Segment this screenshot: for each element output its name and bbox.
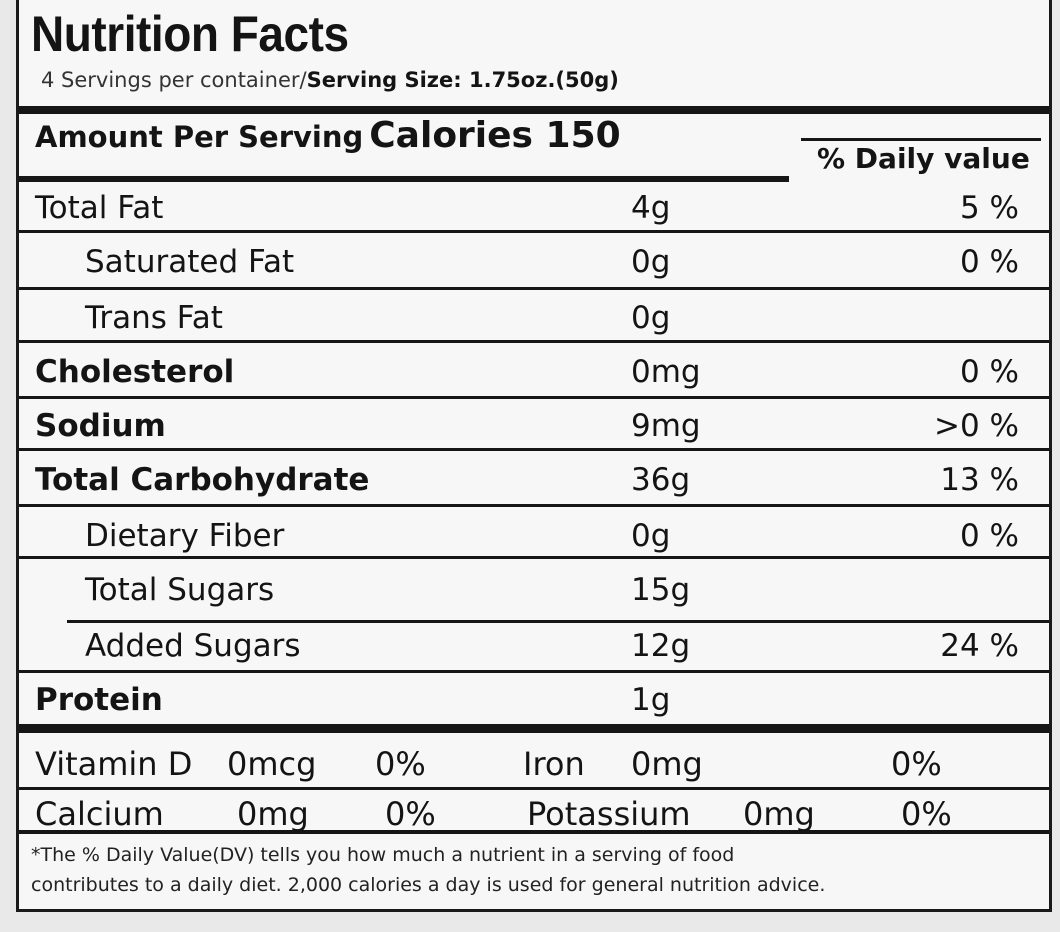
vitamin-name: Vitamin D [35,745,193,783]
divider-thick [19,106,1049,114]
serving-size: Serving Size: 1.75oz.(50g) [306,68,619,92]
row-divider [67,620,1049,623]
row-divider [19,230,1049,233]
row-divider [19,396,1049,399]
footnote-line-2: contributes to a daily diet. 2,000 calor… [31,874,826,896]
row-divider [19,448,1049,451]
nutrient-name: Total Sugars [85,572,275,608]
nutrient-dv: 0 % [959,354,1019,390]
nutrient-name: Trans Fat [85,300,223,336]
nutrient-dv: 0 % [959,518,1019,554]
nutrient-dv: >0 % [933,408,1019,444]
nutrient-amount: 0g [631,244,671,280]
nutrient-amount: 4g [631,190,671,226]
vitamin-name: Potassium [527,795,691,833]
calories-value: Calories 150 [369,115,621,156]
nutrient-dv: 13 % [940,462,1019,498]
vitamin-dv: 0% [385,795,436,833]
nutrient-name: Total Carbohydrate [35,462,370,498]
vitamin-amount: 0mg [743,795,815,833]
amount-per-serving-label: Amount Per Serving [35,120,364,154]
nutrient-amount: 0g [631,518,671,554]
nutrition-label: Nutrition Facts 4 Servings per container… [16,0,1052,912]
amount-per-serving: Amount Per Serving Calories 150 [35,118,621,155]
nutrient-name: Cholesterol [35,354,235,390]
vitamin-amount: 0mcg [227,745,317,783]
nutrient-name: Saturated Fat [85,244,295,280]
vitamin-dv: 0% [901,795,952,833]
nutrient-name: Added Sugars [85,628,301,664]
nutrient-dv: 5 % [959,190,1019,226]
vitamin-amount: 0mg [237,795,309,833]
vitamin-dv: 0% [375,745,426,783]
row-divider [19,504,1049,507]
vitamin-name: Iron [523,745,585,783]
nutrient-dv: 0 % [959,244,1019,280]
vitamin-amount: 0mg [631,745,703,783]
footnote: *The % Daily Value(DV) tells you how muc… [31,840,825,900]
daily-value-header: % Daily value [801,138,1041,177]
row-divider [19,340,1049,343]
nutrient-amount: 15g [631,572,691,608]
footnote-line-1: *The % Daily Value(DV) tells you how muc… [31,844,735,866]
nutrient-name: Protein [35,682,163,718]
vitamin-name: Calcium [35,795,164,833]
serving-info: 4 Servings per container/Serving Size: 1… [41,66,619,94]
nutrient-name: Total Fat [35,190,164,226]
divider-footnote [19,830,1049,834]
divider-calories [19,176,789,182]
nutrient-amount: 12g [631,628,691,664]
nutrient-amount: 9mg [631,408,701,444]
nutrient-amount: 0mg [631,354,701,390]
row-divider [19,670,1049,673]
nutrient-dv: 24 % [940,628,1019,664]
row-divider [19,287,1049,290]
servings-per-container: 4 Servings per container/ [41,68,307,92]
label-title: Nutrition Facts [31,6,349,62]
row-divider [19,556,1049,559]
vitamin-dv: 0% [891,745,942,783]
nutrient-name: Sodium [35,408,166,444]
row-divider [19,787,1049,790]
nutrient-amount: 0g [631,300,671,336]
nutrient-amount: 1g [631,682,671,718]
nutrient-name: Dietary Fiber [85,518,285,554]
divider-thick [19,724,1049,733]
nutrient-amount: 36g [631,462,691,498]
